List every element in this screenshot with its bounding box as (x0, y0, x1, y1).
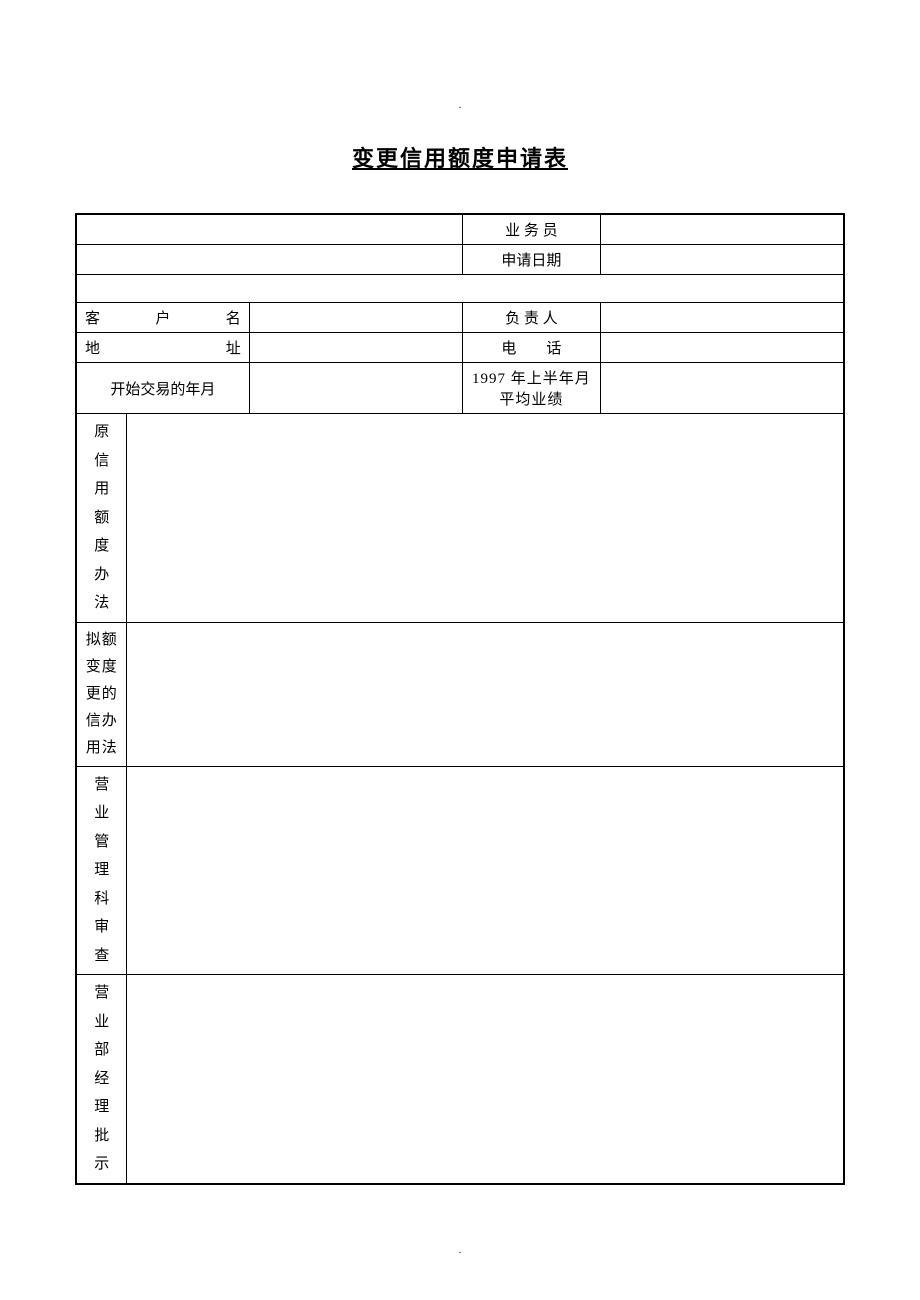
credit-form-table: 业 务 员 申请日期 客 户 名 负 责 人 地 址 电 话 开始交易的年月 1… (75, 213, 845, 1185)
responsible-person-label: 负 责 人 (463, 303, 601, 333)
customer-name-label: 客 户 名 (76, 303, 249, 333)
address-label: 地 址 (76, 333, 249, 363)
row1-left-blank (76, 214, 463, 245)
dept-review-label: 营 业 管 理 科 审 查 (76, 766, 127, 975)
dept-review-content[interactable] (127, 766, 844, 975)
top-dot: . (75, 100, 845, 111)
responsible-person-value[interactable] (600, 303, 844, 333)
form-title: 变更信用额度申请表 (75, 141, 845, 173)
phone-value[interactable] (600, 333, 844, 363)
trade-start-label: 开始交易的年月 (76, 363, 249, 414)
row-blank (76, 275, 844, 303)
apply-date-value[interactable] (600, 245, 844, 275)
blank-row-cell (76, 275, 844, 303)
manager-approval-label: 营 业 部 经 理 批 示 (76, 975, 127, 1184)
row-manager-approval: 营 业 部 经 理 批 示 (76, 975, 844, 1184)
row2-left-blank (76, 245, 463, 275)
row-dept-review: 营 业 管 理 科 审 查 (76, 766, 844, 975)
trade-start-value[interactable] (249, 363, 462, 414)
original-credit-content[interactable] (127, 414, 844, 623)
customer-name-value[interactable] (249, 303, 462, 333)
row-change-credit: 拟额 变度 更的 信办 用法 (76, 622, 844, 766)
row-apply-date: 申请日期 (76, 245, 844, 275)
original-credit-label: 原 信 用 额 度 办 法 (76, 414, 127, 623)
address-value[interactable] (249, 333, 462, 363)
avg-performance-value[interactable] (600, 363, 844, 414)
phone-label: 电 话 (463, 333, 601, 363)
salesperson-label: 业 务 员 (463, 214, 601, 245)
manager-approval-content[interactable] (127, 975, 844, 1184)
row-address: 地 址 电 话 (76, 333, 844, 363)
row-salesperson: 业 务 员 (76, 214, 844, 245)
row-trade-start: 开始交易的年月 1997 年上半年月平均业绩 (76, 363, 844, 414)
bottom-dot: . (75, 1245, 845, 1256)
change-credit-content[interactable] (127, 622, 844, 766)
avg-performance-label: 1997 年上半年月平均业绩 (463, 363, 601, 414)
row-customer: 客 户 名 负 责 人 (76, 303, 844, 333)
change-credit-label: 拟额 变度 更的 信办 用法 (76, 622, 127, 766)
apply-date-label: 申请日期 (463, 245, 601, 275)
row-original-credit: 原 信 用 额 度 办 法 (76, 414, 844, 623)
salesperson-value[interactable] (600, 214, 844, 245)
